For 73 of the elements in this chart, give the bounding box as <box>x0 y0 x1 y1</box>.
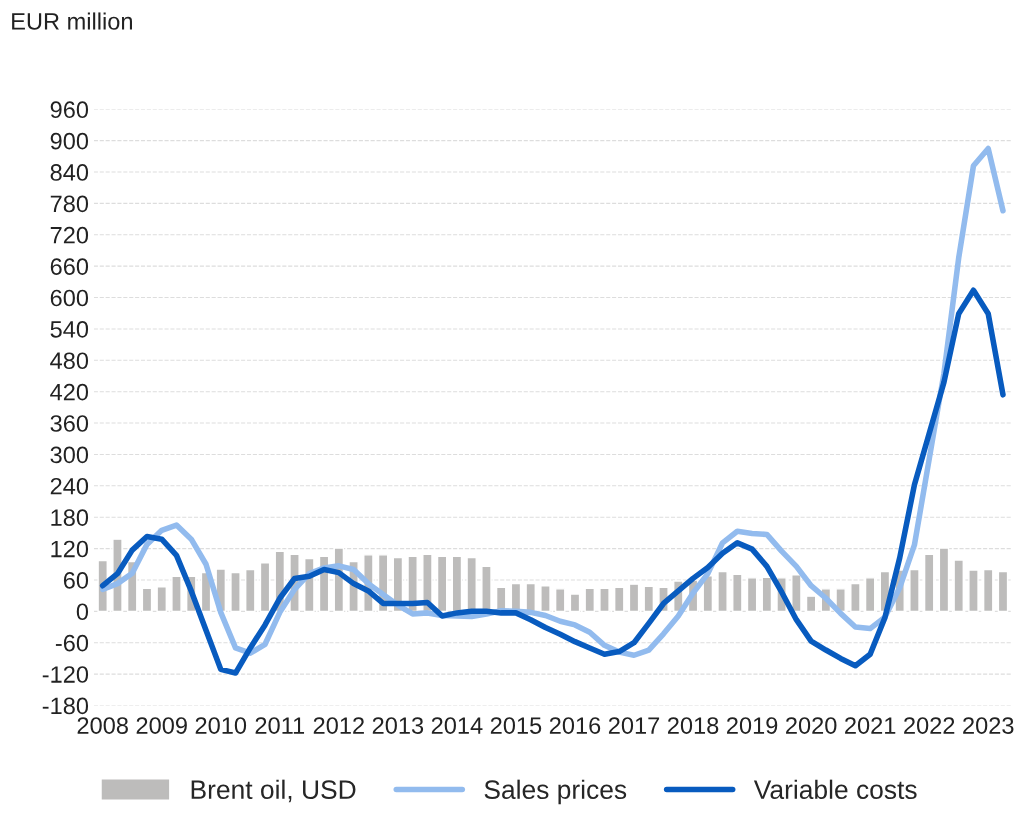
y-tick-label: 420 <box>50 383 89 401</box>
bar <box>982 568 994 613</box>
y-tick-label: 120 <box>51 540 89 558</box>
bar <box>259 561 271 613</box>
bar <box>554 588 566 613</box>
x-tick-label: 2011 <box>255 717 305 734</box>
y-tick-label: -180 <box>42 697 89 715</box>
x-tick-label: 2014 <box>431 717 483 734</box>
bar <box>540 585 551 613</box>
y-tick-label: 360 <box>50 415 89 432</box>
bar <box>584 587 596 613</box>
bar <box>599 587 610 613</box>
bar <box>569 593 581 613</box>
bar <box>141 587 153 613</box>
x-tick-label: 2013 <box>372 717 424 734</box>
bar <box>525 582 536 613</box>
x-tick-label: 2012 <box>313 717 364 734</box>
x-tick-label: 2018 <box>667 717 719 734</box>
bar <box>909 568 920 613</box>
y-tick-label: 480 <box>50 352 89 370</box>
x-tick-label: 2010 <box>195 717 247 734</box>
y-axis-title: EUR million <box>12 12 132 30</box>
x-tick-label: 2015 <box>490 717 542 734</box>
bar <box>643 585 655 613</box>
y-tick-label: 660 <box>50 258 89 275</box>
x-tick-label: 2017 <box>608 717 660 734</box>
bar <box>245 568 256 613</box>
y-tick-label: 180 <box>51 509 89 526</box>
y-tick-label: 780 <box>50 195 89 213</box>
bar <box>717 570 728 613</box>
y-tick-label: 960 <box>50 101 89 119</box>
bar <box>850 582 861 613</box>
bar <box>791 574 802 613</box>
legend-label: Variable costs <box>753 779 917 800</box>
y-tick-label: 240 <box>50 477 89 495</box>
bar <box>628 583 640 613</box>
x-tick-label: 2009 <box>136 717 187 734</box>
bar <box>968 569 979 613</box>
bar <box>835 588 846 613</box>
bar <box>732 573 743 613</box>
bar <box>953 559 964 613</box>
y-tick-label: -120 <box>42 666 89 683</box>
y-tick-label: 900 <box>50 132 89 150</box>
y-tick-label: 720 <box>50 226 89 244</box>
y-tick-label: 60 <box>63 572 89 589</box>
x-tick-label: 2008 <box>77 717 128 734</box>
bar <box>436 555 448 613</box>
y-tick-label: 540 <box>50 321 89 338</box>
bar <box>938 547 950 613</box>
bar <box>156 586 168 613</box>
x-tick-label: 2021 <box>845 717 896 734</box>
bar <box>923 553 935 613</box>
legend-label: Brent oil, USD <box>191 779 356 803</box>
bar <box>864 577 876 613</box>
x-tick-label: 2023 <box>963 717 1014 734</box>
legend-label: Sales prices <box>484 779 627 805</box>
y-tick-label: 600 <box>50 289 89 307</box>
x-tick-label: 2022 <box>904 717 955 734</box>
bar <box>613 586 625 613</box>
bar <box>230 571 241 613</box>
bar <box>171 575 182 613</box>
y-tick-label: 840 <box>50 164 89 181</box>
bar <box>761 576 773 613</box>
bar <box>451 555 463 613</box>
x-tick-label: 2019 <box>727 717 778 734</box>
y-tick-label: 300 <box>50 446 89 464</box>
bar <box>805 595 817 613</box>
y-tick-label: 0 <box>76 603 89 621</box>
bar <box>746 577 758 613</box>
x-tick-label: 2016 <box>549 717 601 734</box>
x-tick-label: 2020 <box>786 717 837 734</box>
bar <box>997 570 1009 613</box>
y-tick-label: -60 <box>55 634 89 652</box>
